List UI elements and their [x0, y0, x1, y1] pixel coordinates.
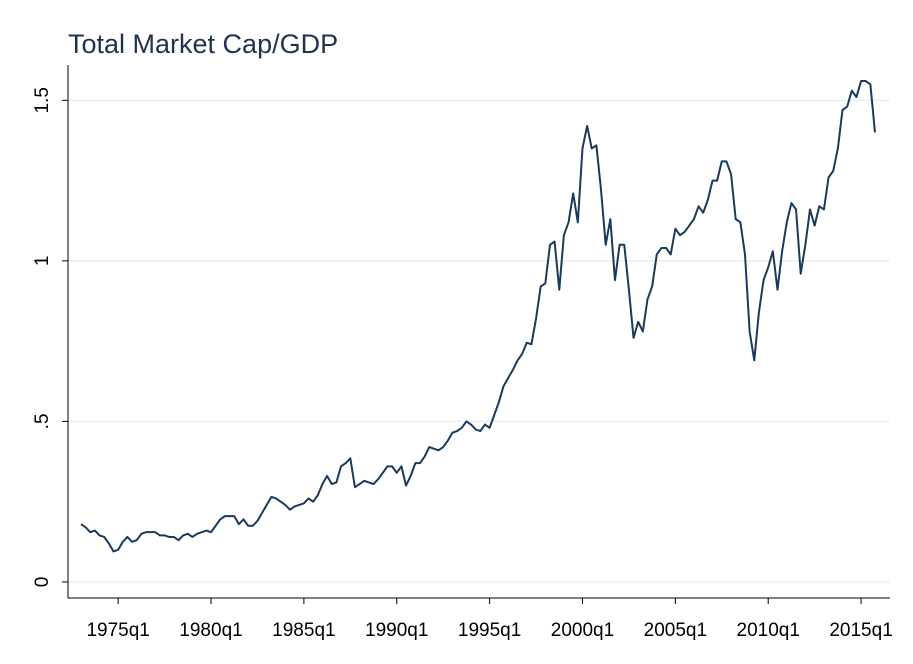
x-tick-label: 1975q1 — [86, 620, 149, 641]
x-tick-label: 2000q1 — [551, 620, 614, 641]
x-tick-label: 2015q1 — [829, 620, 892, 641]
x-tick-label: 1995q1 — [458, 620, 521, 641]
x-tick-label: 1980q1 — [179, 620, 242, 641]
y-tick-label: .5 — [32, 413, 53, 429]
y-tick-label: 1 — [32, 256, 53, 267]
y-tick-label: 1.5 — [32, 87, 53, 113]
chart-title: Total Market Cap/GDP — [68, 29, 338, 59]
x-tick-label: 1990q1 — [365, 620, 428, 641]
x-tick-label: 2005q1 — [644, 620, 707, 641]
x-tick-label: 2010q1 — [737, 620, 800, 641]
y-tick-label: 0 — [32, 577, 53, 588]
x-tick-label: 1985q1 — [272, 620, 335, 641]
line — [80, 80, 876, 553]
